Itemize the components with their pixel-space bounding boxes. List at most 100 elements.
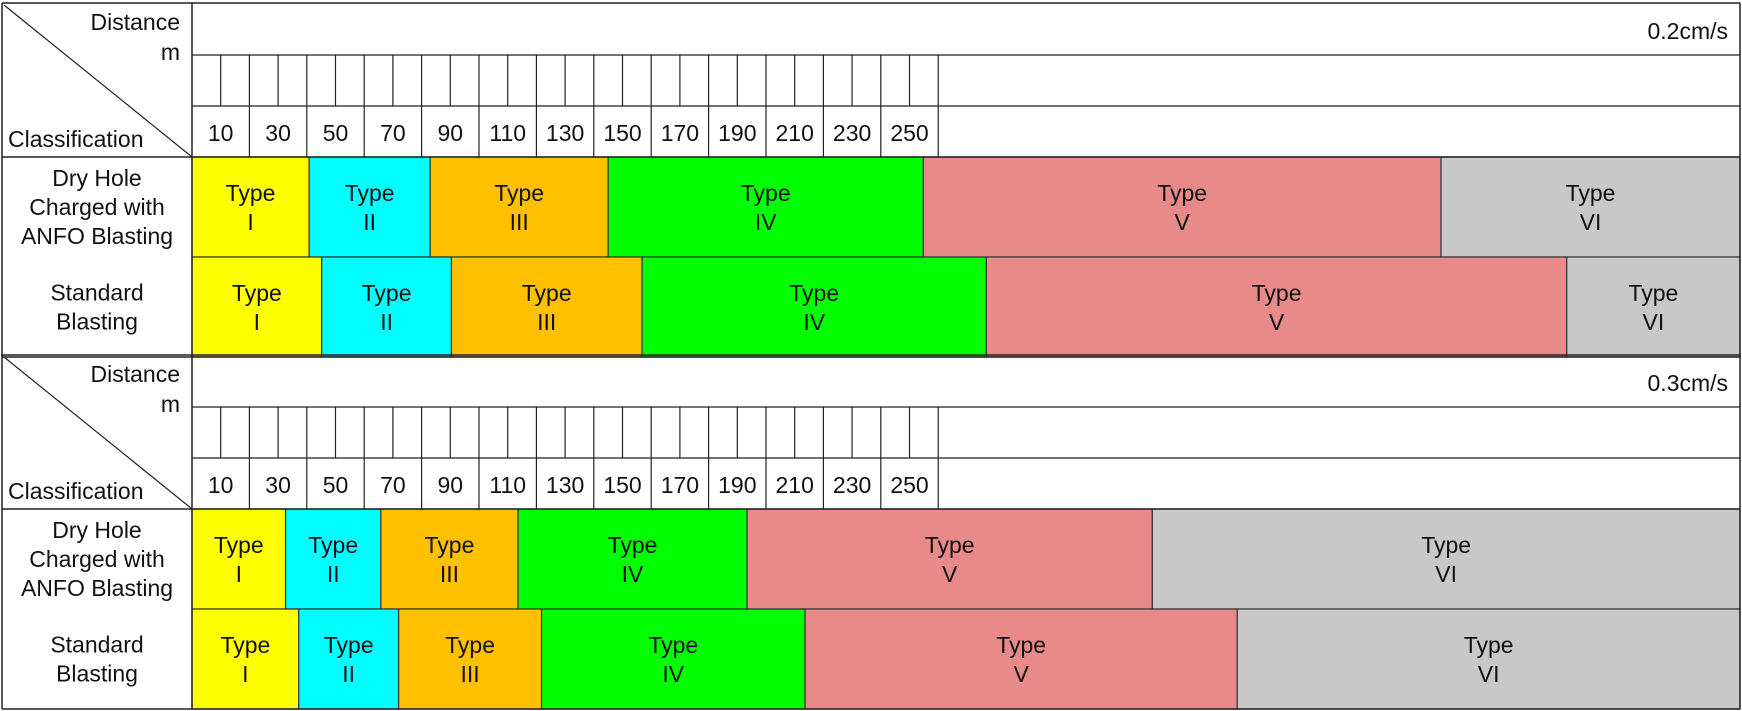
type-numeral: VI xyxy=(1478,661,1500,687)
type-ii-band xyxy=(298,608,400,710)
type-vi-band xyxy=(1151,508,1741,610)
type-numeral: V xyxy=(1174,209,1190,235)
type-numeral: II xyxy=(380,309,393,335)
type-numeral: IV xyxy=(755,209,777,235)
type-ii-band xyxy=(308,156,431,258)
row-label: ANFO Blasting xyxy=(21,575,173,601)
tick-label: 250 xyxy=(890,472,928,498)
type-iii-band xyxy=(450,256,643,358)
classification-row: Type I Type II Type III Type IV Type V Type VI Dry H… xyxy=(21,156,1741,258)
row-label: Dry Hole xyxy=(52,517,141,543)
type-label: Type xyxy=(608,532,658,558)
type-numeral: V xyxy=(942,561,958,587)
type-label: Type xyxy=(308,532,358,558)
type-numeral: III xyxy=(510,209,529,235)
type-numeral: V xyxy=(1013,661,1029,687)
row-label: Charged with xyxy=(29,546,165,572)
type-iv-band xyxy=(540,608,806,710)
type-iv-band xyxy=(607,156,924,258)
type-numeral: IV xyxy=(622,561,644,587)
type-i-band xyxy=(191,256,323,358)
distance-label: Distance xyxy=(91,9,180,35)
type-numeral: VI xyxy=(1580,209,1602,235)
type-numeral: I xyxy=(242,661,248,687)
type-label: Type xyxy=(324,632,374,658)
type-numeral: II xyxy=(342,661,355,687)
type-label: Type xyxy=(445,632,495,658)
type-numeral: I xyxy=(254,309,260,335)
row-label: Standard xyxy=(50,632,143,658)
type-numeral: V xyxy=(1269,309,1285,335)
tick-label: 30 xyxy=(265,472,291,498)
type-label: Type xyxy=(362,280,412,306)
classification-row: Type I Type II Type III Type IV Type V Type VI Stand… xyxy=(50,608,1741,710)
type-label: Type xyxy=(1464,632,1514,658)
classification-row: Type I Type II Type III Type IV Type V Type VI Dry H… xyxy=(21,508,1741,610)
type-vi-band xyxy=(1566,256,1741,358)
type-v-band xyxy=(804,608,1238,710)
row-label: ANFO Blasting xyxy=(21,223,173,249)
header-diagonal xyxy=(3,4,193,158)
tick-label: 30 xyxy=(265,120,291,146)
distance-label: Distance xyxy=(91,361,180,387)
type-iii-band xyxy=(398,608,543,710)
type-label: Type xyxy=(1628,280,1678,306)
type-label: Type xyxy=(226,180,276,206)
type-ii-band xyxy=(284,508,382,610)
type-label: Type xyxy=(789,280,839,306)
type-iii-band xyxy=(380,508,519,610)
type-numeral: I xyxy=(247,209,253,235)
type-label: Type xyxy=(494,180,544,206)
row-label: Charged with xyxy=(29,194,165,220)
type-label: Type xyxy=(232,280,282,306)
type-label: Type xyxy=(220,632,270,658)
type-label: Type xyxy=(1252,280,1302,306)
type-label: Type xyxy=(214,532,264,558)
tick-label: 70 xyxy=(380,472,406,498)
type-numeral: I xyxy=(236,561,242,587)
type-numeral: VI xyxy=(1642,309,1664,335)
tick-label: 150 xyxy=(603,472,641,498)
type-label: Type xyxy=(648,632,698,658)
type-numeral: IV xyxy=(803,309,825,335)
type-i-band xyxy=(191,608,300,710)
type-numeral: II xyxy=(363,209,376,235)
row-label: Standard xyxy=(50,280,143,306)
tick-label: 50 xyxy=(323,472,349,498)
velocity-label: 0.3cm/s xyxy=(1647,370,1728,396)
tick-label: 50 xyxy=(323,120,349,146)
type-label: Type xyxy=(996,632,1046,658)
type-numeral: III xyxy=(537,309,556,335)
tick-label: 110 xyxy=(489,120,526,146)
type-numeral: IV xyxy=(662,661,684,687)
tick-label: 110 xyxy=(489,472,526,498)
type-v-band xyxy=(985,256,1568,358)
tick-label: 70 xyxy=(380,120,406,146)
tick-label: 170 xyxy=(661,472,699,498)
type-label: Type xyxy=(345,180,395,206)
header-diagonal xyxy=(3,356,193,510)
row-label: Blasting xyxy=(56,661,138,687)
type-v-band xyxy=(922,156,1442,258)
type-numeral: III xyxy=(461,661,480,687)
type-label: Type xyxy=(1157,180,1207,206)
type-iii-band xyxy=(429,156,609,258)
tick-label: 230 xyxy=(833,120,871,146)
type-label: Type xyxy=(741,180,791,206)
type-numeral: III xyxy=(440,561,459,587)
unit-label: m xyxy=(161,391,180,417)
tick-label: 90 xyxy=(438,472,464,498)
unit-label: m xyxy=(161,39,180,65)
tick-label: 130 xyxy=(546,472,584,498)
tick-label: 190 xyxy=(718,472,756,498)
tick-label: 170 xyxy=(661,120,699,146)
tick-label: 210 xyxy=(776,120,814,146)
type-label: Type xyxy=(522,280,572,306)
type-v-band xyxy=(746,508,1153,610)
type-i-band xyxy=(191,156,310,258)
type-label: Type xyxy=(1566,180,1616,206)
tick-label: 230 xyxy=(833,472,871,498)
velocity-label: 0.2cm/s xyxy=(1647,18,1728,44)
type-iv-band xyxy=(517,508,748,610)
